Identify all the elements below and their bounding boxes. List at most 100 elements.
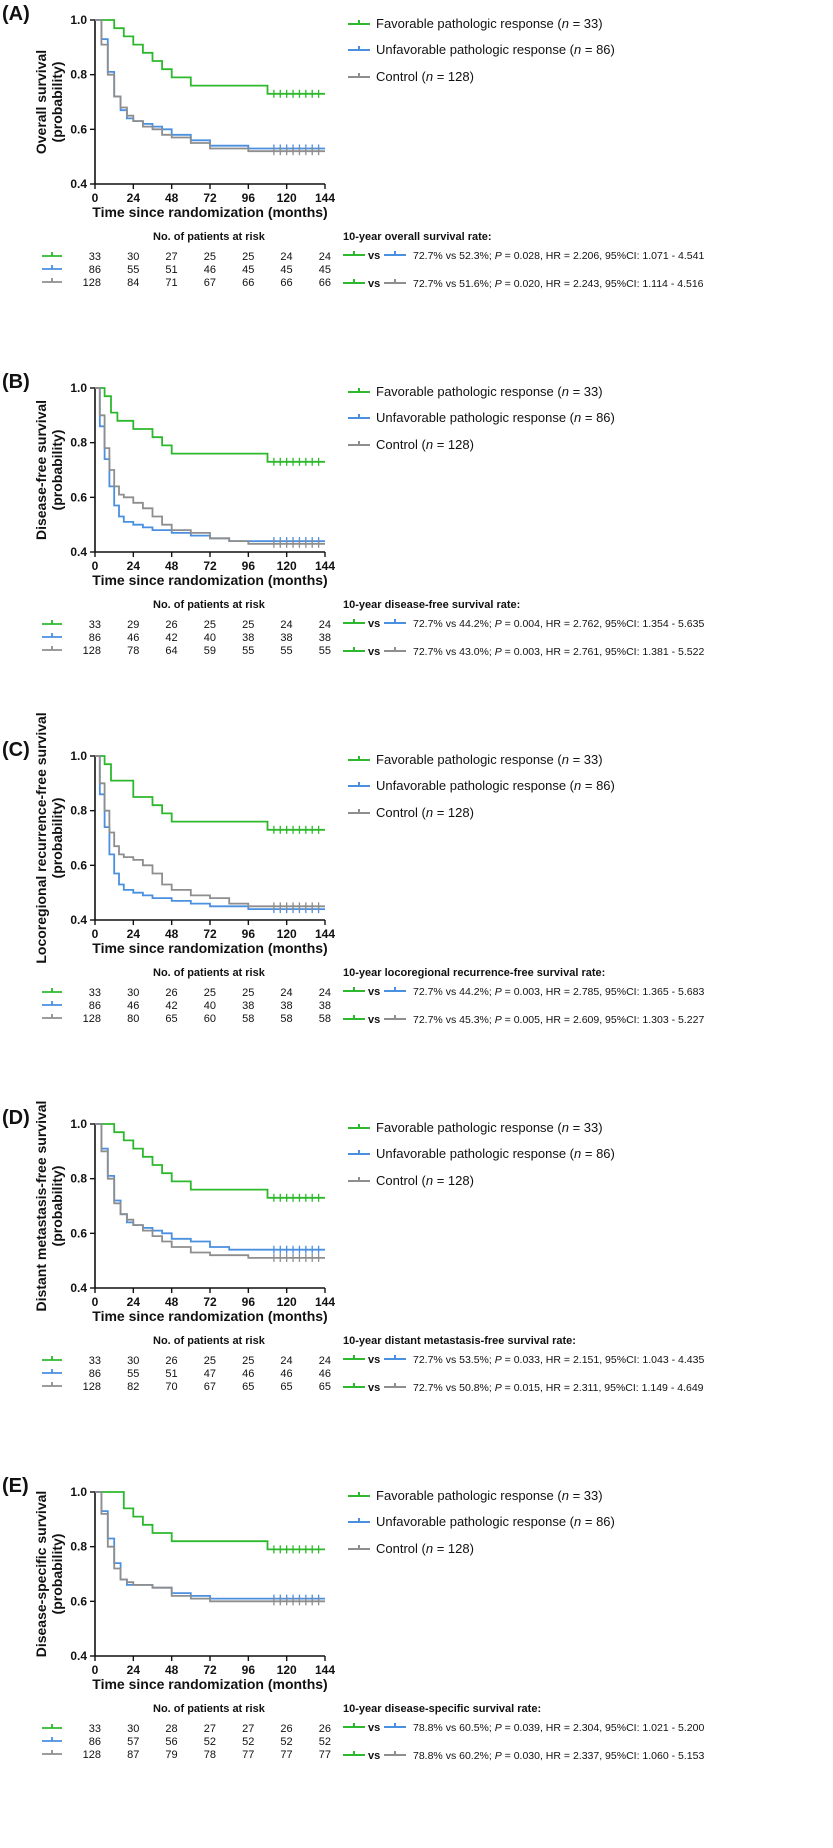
km-curve-unfavorable — [95, 1123, 325, 1251]
risk-cell: 65 — [165, 1013, 177, 1025]
km-curve-control — [95, 1123, 325, 1259]
risk-cell: 26 — [280, 1723, 292, 1735]
risk-cell: 51 — [165, 264, 177, 276]
stats-icon-favorable — [343, 1723, 365, 1728]
vs-label: vs — [368, 1722, 380, 1734]
legend-label-control-part-0: Control ( — [376, 437, 427, 452]
x-tick-label: 144 — [315, 927, 335, 941]
legend-label-favorable-part-0: Favorable pathologic response ( — [376, 752, 562, 767]
km-curve-control — [95, 755, 325, 908]
risk-cell: 80 — [127, 1013, 139, 1025]
legend-icon-unfavorable — [348, 1518, 370, 1523]
stats-icon-unfavorable — [384, 987, 406, 992]
y-axis-title-line: (probability) — [49, 62, 65, 143]
x-tick-label: 120 — [277, 191, 297, 205]
stats-icon-control — [384, 647, 406, 652]
legend-label-favorable-part-1: n — [562, 384, 569, 399]
risk-cell: 128 — [83, 277, 101, 289]
legend-icon-control — [348, 73, 370, 78]
legend-label-unfavorable-part-0: Unfavorable pathologic response ( — [376, 778, 575, 793]
risk-cell: 55 — [242, 645, 254, 657]
legend-label-control-part-2: = 128) — [433, 1541, 474, 1556]
risk-cell: 24 — [280, 987, 292, 999]
stats-line-part-0: 72.7% vs 44.2%; — [413, 618, 495, 630]
risk-table-header: No. of patients at risk — [153, 967, 266, 979]
x-tick-label: 48 — [165, 1295, 179, 1309]
vs-label: vs — [368, 618, 380, 630]
stats-line-part-2: = 0.030, HR = 2.337, 95%CI: 1.060 - 5.15… — [502, 1750, 705, 1762]
risk-cell: 26 — [165, 1355, 177, 1367]
x-tick-label: 0 — [92, 1295, 99, 1309]
legend-icon-unfavorable — [348, 782, 370, 787]
risk-cell: 47 — [204, 1368, 216, 1380]
stats-icon-unfavorable — [384, 1723, 406, 1728]
stats-title: 10-year disease-free survival rate: — [343, 599, 520, 611]
stats-line-part-0: 72.7% vs 51.6%; — [413, 278, 495, 290]
stats-line-part-2: = 0.004, HR = 2.762, 95%CI: 1.354 - 5.63… — [502, 618, 705, 630]
risk-cell: 25 — [242, 619, 254, 631]
km-curve-favorable — [95, 387, 325, 463]
panel-label: (D) — [2, 1107, 30, 1129]
stats-line: 72.7% vs 44.2%; P = 0.003, HR = 2.785, 9… — [413, 986, 704, 998]
y-tick-label: 0.4 — [70, 545, 87, 559]
risk-cell: 24 — [319, 619, 331, 631]
x-tick-label: 48 — [165, 191, 179, 205]
risk-table-header: No. of patients at risk — [153, 599, 266, 611]
stats-icon-unfavorable — [384, 251, 406, 256]
stats-icon-favorable — [343, 1751, 365, 1756]
legend-label-control: Control (n = 128) — [376, 1173, 474, 1188]
risk-cell: 24 — [319, 1355, 331, 1367]
legend-label-unfavorable-part-0: Unfavorable pathologic response ( — [376, 1146, 575, 1161]
x-tick-label: 72 — [203, 559, 217, 573]
x-tick-label: 0 — [92, 927, 99, 941]
y-tick-label: 0.6 — [70, 122, 87, 136]
stats-line-part-2: = 0.003, HR = 2.785, 95%CI: 1.365 - 5.68… — [502, 986, 705, 998]
legend-label-unfavorable-part-0: Unfavorable pathologic response ( — [376, 1514, 575, 1529]
legend-icon-control — [348, 1545, 370, 1550]
stats-icon-control — [384, 1751, 406, 1756]
risk-cell: 24 — [280, 619, 292, 631]
legend-label-favorable-part-2: = 33) — [569, 384, 603, 399]
risk-cell: 52 — [242, 1736, 254, 1748]
risk-cell: 78 — [204, 1749, 216, 1761]
risk-cell: 86 — [89, 632, 101, 644]
x-tick-label: 96 — [242, 1663, 256, 1677]
km-curve-favorable — [95, 19, 325, 95]
y-tick-label: 0.6 — [70, 1226, 87, 1240]
legend-label-unfavorable: Unfavorable pathologic response (n = 86) — [376, 778, 615, 793]
y-tick-label: 0.8 — [70, 436, 87, 450]
stats-line-part-2: = 0.005, HR = 2.609, 95%CI: 1.303 - 5.22… — [502, 1014, 705, 1026]
risk-cell: 45 — [319, 264, 331, 276]
vs-label: vs — [368, 1354, 380, 1366]
y-axis-title-line: (probability) — [49, 1166, 65, 1247]
risk-cell: 25 — [204, 1355, 216, 1367]
km-curve-unfavorable — [95, 387, 325, 542]
panel-label: (E) — [2, 1475, 29, 1497]
y-axis-title-line: (probability) — [49, 798, 65, 879]
stats-line-part-1: P — [495, 646, 502, 658]
stats-icon-unfavorable — [384, 1355, 406, 1360]
y-tick-label: 1.0 — [70, 13, 87, 27]
x-tick-label: 72 — [203, 191, 217, 205]
stats-line-part-1: P — [495, 618, 502, 630]
risk-cell: 55 — [280, 645, 292, 657]
y-axis-title-line: (probability) — [49, 1534, 65, 1615]
stats-line: 72.7% vs 52.3%; P = 0.028, HR = 2.206, 9… — [413, 250, 704, 262]
stats-line-part-0: 72.7% vs 44.2%; — [413, 986, 495, 998]
risk-cell: 58 — [280, 1013, 292, 1025]
stats-icon-favorable — [343, 619, 365, 624]
legend-label-favorable: Favorable pathologic response (n = 33) — [376, 1488, 603, 1503]
legend-label-unfavorable-part-1: n — [574, 1146, 581, 1161]
y-tick-label: 0.6 — [70, 1594, 87, 1608]
x-tick-label: 0 — [92, 191, 99, 205]
x-tick-label: 24 — [127, 927, 141, 941]
risk-cell: 60 — [204, 1013, 216, 1025]
stats-line-part-1: P — [495, 1722, 502, 1734]
legend-label-control-part-2: = 128) — [433, 69, 474, 84]
legend-label-control-part-1: n — [426, 437, 433, 452]
risk-cell: 52 — [319, 1736, 331, 1748]
stats-line-part-0: 78.8% vs 60.2%; — [413, 1750, 495, 1762]
